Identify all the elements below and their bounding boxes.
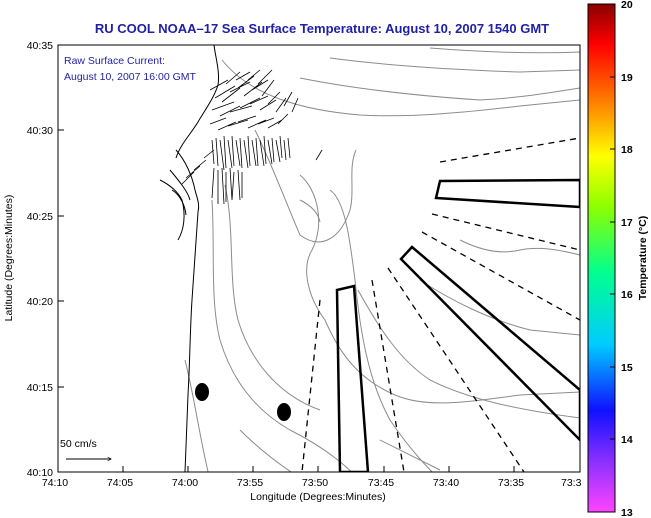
sector-vertical [335, 284, 370, 472]
bathymetry-contour [254, 129, 357, 243]
bathymetry-contour [184, 359, 209, 472]
current-vector [211, 91, 299, 117]
dashed-line [431, 213, 580, 251]
colorbar-tick-label: 16 [621, 289, 633, 301]
y-tick-labels: 40:35 40:30 40:25 40:20 40:15 40:10 [27, 40, 53, 479]
bathymetry-contour [299, 174, 580, 404]
bathymetry-contour [221, 59, 580, 117]
current-vector [209, 113, 289, 131]
bathymetry-contours [184, 47, 580, 472]
colorbar-ticks [610, 3, 615, 513]
colorbar-tick-label: 15 [621, 362, 633, 374]
bathymetry-contour [459, 239, 580, 256]
y-tick-label: 40:15 [27, 382, 53, 394]
current-vector [209, 69, 275, 103]
sector-outlines [335, 178, 580, 472]
bathymetry-contour [224, 184, 321, 411]
coastline-long-island [175, 45, 219, 159]
bathymetry-contour [429, 47, 580, 54]
dashed-line [421, 231, 580, 321]
dashed-line [371, 279, 405, 472]
current-vector [211, 135, 291, 171]
y-axis [58, 44, 64, 473]
x-tick-label: 74:00 [172, 477, 198, 489]
station-dot-2 [277, 403, 291, 421]
x-axis [57, 466, 515, 472]
colorbar-tick-label: 14 [621, 434, 633, 446]
bathymetry-contour [329, 57, 580, 73]
sector-diagonal [399, 245, 580, 442]
dashed-line [387, 267, 525, 472]
bathymetry-contour [379, 439, 441, 471]
y-tick-label: 40:25 [27, 211, 53, 223]
coastline-new-jersey [184, 211, 199, 472]
coastline-sandy-hook [175, 149, 200, 213]
colorbar-tick-labels: 20 19 18 17 16 15 14 13 [621, 0, 633, 518]
colorbar-tick-label: 13 [621, 507, 633, 518]
bathymetry-contour [299, 199, 321, 223]
colorbar [587, 3, 616, 513]
x-tick-label: 74:05 [107, 477, 133, 489]
surface-current-vectors [181, 69, 323, 205]
bathymetry-contour [211, 199, 353, 472]
y-tick-label: 40:30 [27, 125, 53, 137]
bathymetry-contour [239, 429, 292, 472]
dashed-line [439, 137, 580, 163]
x-tick-label: 73:3 [561, 477, 582, 489]
map-frame [57, 44, 581, 473]
dashed-lines [301, 137, 580, 472]
current-note-line1: Raw Surface Current: [64, 55, 165, 67]
station-dot-1 [195, 383, 209, 401]
bathymetry-contour [419, 279, 580, 336]
bathymetry-contour [329, 189, 433, 472]
y-tick-label: 40:35 [27, 40, 53, 52]
coastline-inner [169, 169, 191, 216]
x-tick-label: 73:40 [433, 477, 459, 489]
current-vector [315, 149, 323, 161]
colorbar-tick-label: 18 [621, 144, 633, 156]
coastline [159, 45, 219, 472]
current-note-line2: August 10, 2007 16:00 GMT [64, 71, 197, 83]
current-vector [211, 167, 243, 205]
dashed-line [301, 299, 321, 472]
bathymetry-contour [299, 77, 580, 101]
x-tick-label: 73:55 [237, 477, 263, 489]
scale-arrow-label: 50 cm/s [60, 438, 97, 450]
y-axis-label: Latitude (Degrees:Minutes) [3, 195, 15, 322]
bathymetry-contour [357, 289, 580, 419]
x-tick-label: 73:45 [368, 477, 394, 489]
colorbar-tick-label: 20 [621, 0, 633, 11]
figure-title: RU COOL NOAA–17 Sea Surface Temperature:… [95, 21, 549, 36]
x-tick-label: 73:50 [302, 477, 328, 489]
colorbar-tick-label: 17 [621, 217, 633, 229]
current-vector [181, 149, 215, 185]
colorbar-label: Temperature (°C) [637, 216, 649, 301]
x-axis-label: Longitude (Degrees:Minutes) [250, 491, 385, 503]
y-tick-label: 40:20 [27, 296, 53, 308]
x-tick-label: 74:10 [42, 477, 68, 489]
colorbar-tick-label: 19 [621, 72, 633, 84]
coastline-bay [159, 179, 185, 241]
y-tick-label: 40:10 [27, 467, 53, 479]
map-area [159, 45, 580, 472]
x-tick-labels: 74:10 74:05 74:00 73:55 73:50 73:45 73:4… [42, 477, 582, 489]
x-tick-label: 73:35 [498, 477, 524, 489]
sector-upper [434, 178, 580, 209]
